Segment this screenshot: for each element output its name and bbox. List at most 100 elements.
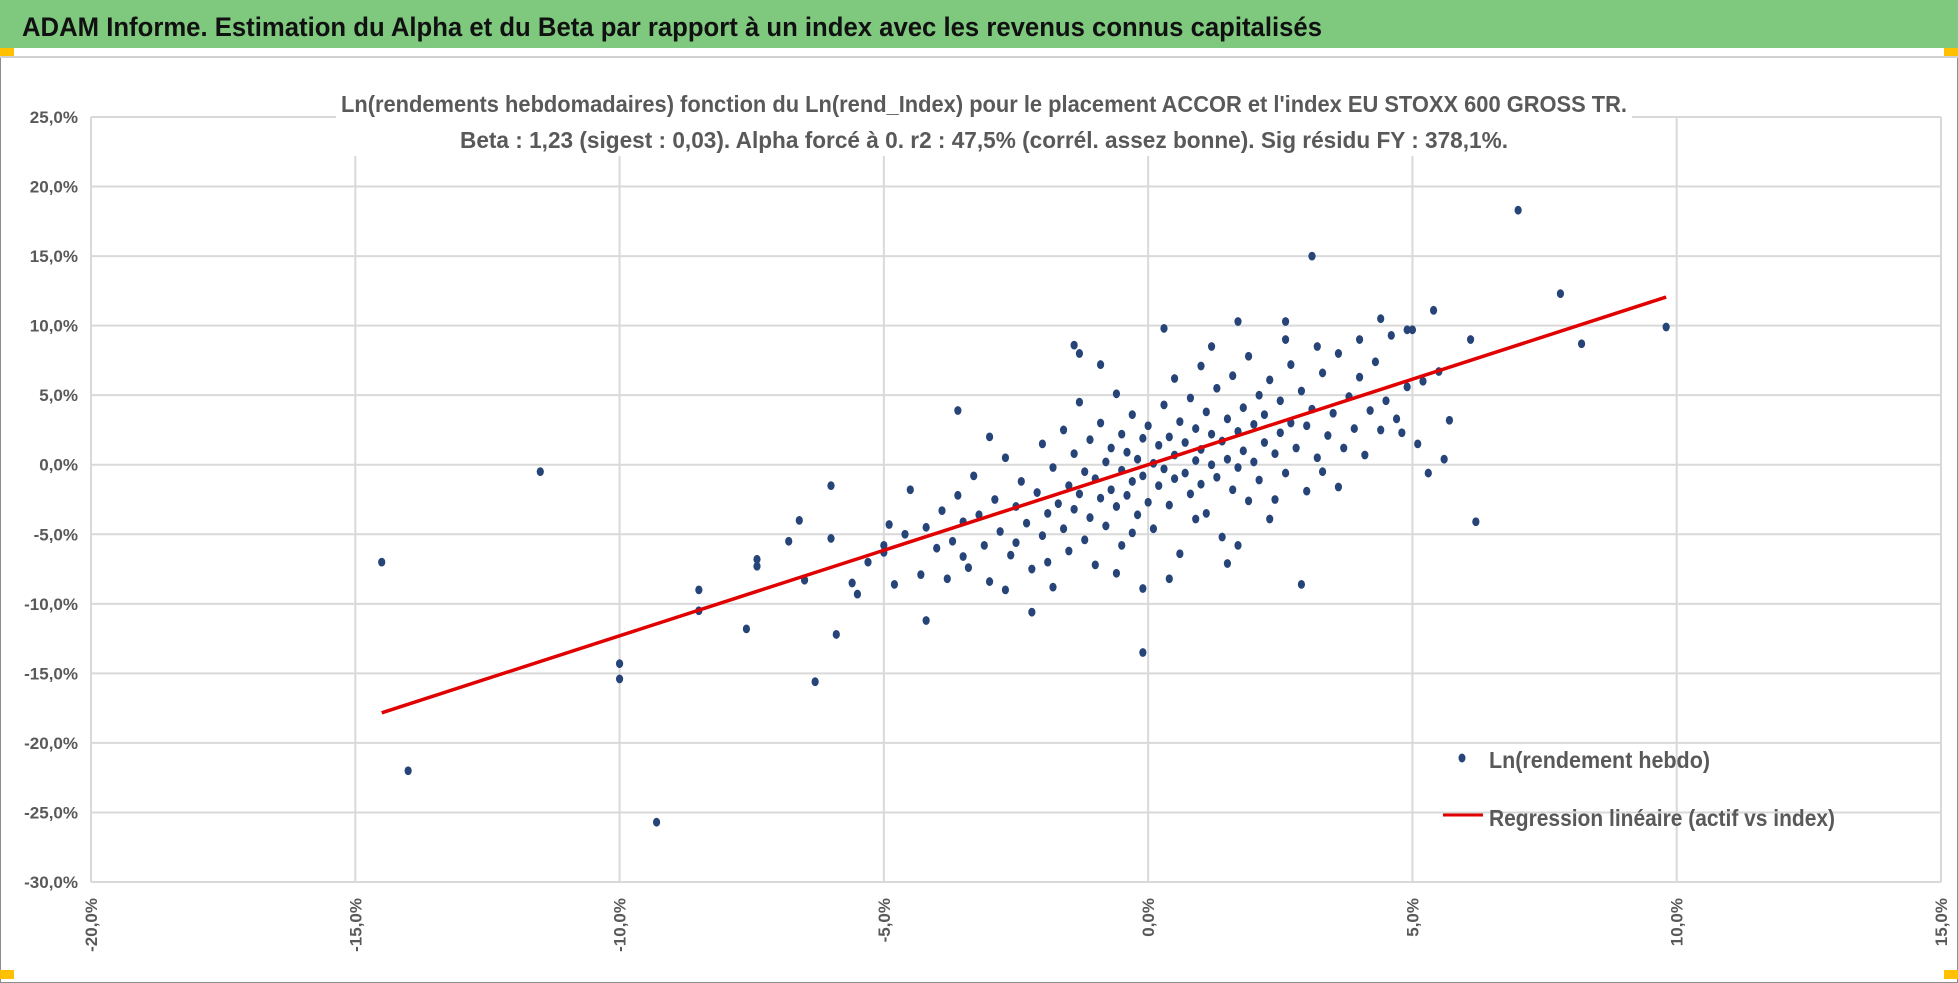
selection-handle[interactable] [1944, 48, 1958, 57]
data-point [1324, 431, 1332, 440]
data-point [1128, 477, 1136, 486]
data-point [1059, 425, 1068, 435]
data-point [1028, 607, 1036, 617]
data-point [1239, 403, 1247, 413]
data-point [1366, 406, 1374, 415]
x-tick-label: 5,0% [1403, 898, 1422, 937]
data-point [1281, 335, 1290, 344]
data-point [1044, 557, 1052, 567]
data-point [1197, 361, 1205, 371]
y-tick-label: -20,0% [24, 734, 78, 753]
data-point [1387, 330, 1395, 340]
data-point [1096, 360, 1105, 369]
data-point [1139, 471, 1147, 481]
data-point [753, 554, 761, 564]
data-point [1202, 509, 1210, 518]
data-point [1133, 510, 1142, 520]
data-point [1271, 449, 1279, 458]
data-point [1144, 497, 1152, 507]
data-point [1255, 475, 1263, 485]
data-point [1239, 446, 1247, 456]
data-point [1112, 502, 1121, 511]
data-point [1128, 410, 1136, 420]
header-title: ADAM Informe. Estimation du Alpha et du … [22, 12, 1322, 42]
data-point [1355, 335, 1364, 344]
data-point [1086, 513, 1094, 522]
data-point [1054, 499, 1062, 509]
data-point [1128, 528, 1136, 538]
data-point [1118, 541, 1126, 550]
data-point [1001, 453, 1010, 463]
data-point [1408, 325, 1417, 335]
data-point [1250, 419, 1258, 429]
data-point [1176, 549, 1184, 559]
data-point [1170, 374, 1179, 383]
data-point [948, 536, 957, 546]
data-point [906, 485, 914, 495]
report-header [0, 0, 1958, 48]
x-tick-label: 0,0% [1139, 898, 1158, 937]
data-point [1086, 435, 1094, 445]
data-point [890, 579, 899, 589]
data-point [1340, 443, 1348, 453]
legend-label-regression: Regression linéaire (actif vs index) [1489, 805, 1835, 831]
data-point [1318, 368, 1327, 378]
data-point [1424, 468, 1432, 478]
data-point [1255, 390, 1263, 400]
data-point [1234, 463, 1242, 472]
data-point [1303, 421, 1311, 431]
data-point [1445, 415, 1454, 425]
data-point [1308, 251, 1316, 261]
regression-line-group [381, 295, 1667, 715]
data-point [1556, 289, 1565, 299]
data-point [1382, 396, 1390, 406]
selection-handle[interactable] [0, 48, 14, 57]
y-tick-label: -25,0% [24, 803, 78, 822]
y-tick-label: 20,0% [30, 178, 78, 197]
data-point [1038, 531, 1047, 541]
data-point [1334, 349, 1343, 358]
data-point [1165, 500, 1173, 510]
data-point [1350, 424, 1358, 433]
data-point [1033, 488, 1041, 497]
data-point [1271, 495, 1279, 504]
data-point [1186, 489, 1195, 499]
data-point [970, 471, 978, 481]
data-point [1466, 335, 1475, 344]
data-point [1144, 421, 1152, 431]
data-point [1318, 467, 1327, 477]
data-point [1361, 450, 1369, 460]
data-point [1329, 408, 1337, 418]
data-point [1514, 205, 1522, 215]
selection-handle[interactable] [1944, 970, 1958, 979]
data-point [1165, 432, 1173, 442]
data-point [1662, 322, 1670, 332]
data-point [985, 432, 994, 442]
data-point [615, 674, 624, 684]
data-point [1403, 325, 1411, 335]
data-point [811, 677, 819, 687]
data-point [1207, 429, 1216, 439]
data-point [1059, 524, 1068, 534]
data-point [1197, 479, 1205, 489]
data-point [1160, 400, 1168, 410]
data-point [1070, 449, 1078, 458]
data-point [917, 570, 925, 580]
data-point [1229, 371, 1237, 381]
x-tick-label: -20,0% [82, 898, 101, 952]
data-point [1414, 439, 1422, 449]
data-point [980, 541, 988, 550]
data-point [615, 659, 624, 669]
data-point [1281, 468, 1290, 478]
data-point [1075, 349, 1084, 358]
data-point [1001, 585, 1010, 595]
data-point [1440, 454, 1448, 464]
data-point [785, 536, 793, 546]
data-point [1160, 464, 1168, 474]
selection-handle[interactable] [0, 970, 14, 979]
data-point [1102, 521, 1110, 531]
data-point [996, 527, 1004, 536]
data-point [1028, 564, 1036, 574]
y-tick-label: -30,0% [24, 873, 78, 892]
data-point [954, 490, 962, 500]
